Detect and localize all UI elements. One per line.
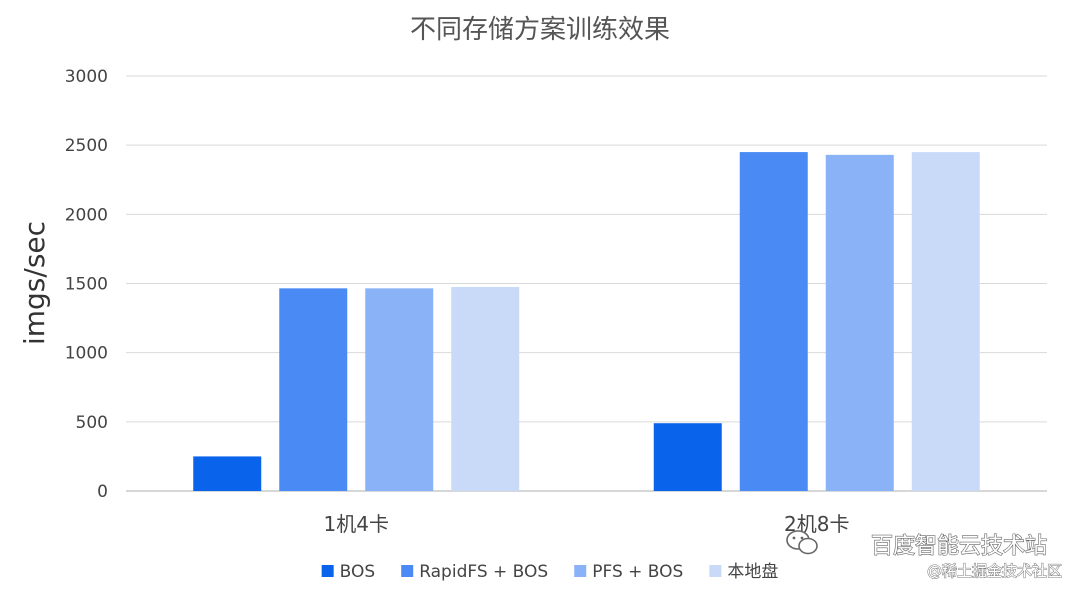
y-tick-label: 500 xyxy=(76,413,108,433)
legend-item: 本地盘 xyxy=(709,562,778,582)
y-tick-label: 2500 xyxy=(65,136,108,156)
legend-label: BOS xyxy=(340,562,376,582)
bar xyxy=(365,288,434,491)
watermark: 百度智能云技术站 @稀土掘金技术社区 xyxy=(786,530,1063,581)
bar xyxy=(451,286,520,491)
legend: BOS RapidFS + BOS PFS + BOS 本地盘 xyxy=(321,562,778,582)
watermark-main-text: 百度智能云技术站 xyxy=(871,534,1047,559)
x-axis-categories: 1机4卡 2机8卡 xyxy=(324,512,850,536)
y-tick-label: 1500 xyxy=(65,275,108,295)
legend-label: RapidFS + BOS xyxy=(419,562,548,582)
legend-swatch xyxy=(321,565,334,577)
legend-label: PFS + BOS xyxy=(592,562,683,582)
gridlines xyxy=(126,75,1047,492)
bar xyxy=(279,288,348,491)
bar xyxy=(911,152,980,492)
legend-label: 本地盘 xyxy=(727,562,778,582)
bars xyxy=(193,152,980,492)
legend-item: PFS + BOS xyxy=(574,562,683,582)
y-tick-label: 3000 xyxy=(65,67,108,87)
bar xyxy=(739,152,808,492)
watermark-sub-text: @稀土掘金技术社区 xyxy=(927,562,1062,580)
y-tick-label: 2000 xyxy=(65,205,108,225)
bar xyxy=(193,456,262,491)
legend-swatch xyxy=(709,565,722,577)
y-tick-label: 1000 xyxy=(65,344,108,364)
bar xyxy=(653,423,722,491)
y-axis-ticks: 0 500 1000 1500 2000 2500 3000 xyxy=(65,67,108,502)
legend-swatch xyxy=(401,565,414,577)
legend-item: RapidFS + BOS xyxy=(401,562,548,582)
bar xyxy=(825,154,894,491)
y-axis-label: imgs/sec xyxy=(18,221,51,345)
wechat-icon xyxy=(786,530,818,555)
y-tick-label: 0 xyxy=(97,482,108,502)
legend-item: BOS xyxy=(321,562,376,582)
x-category-label: 1机4卡 xyxy=(324,512,389,536)
chart-title: 不同存储方案训练效果 xyxy=(410,15,670,45)
legend-swatch xyxy=(574,565,587,577)
